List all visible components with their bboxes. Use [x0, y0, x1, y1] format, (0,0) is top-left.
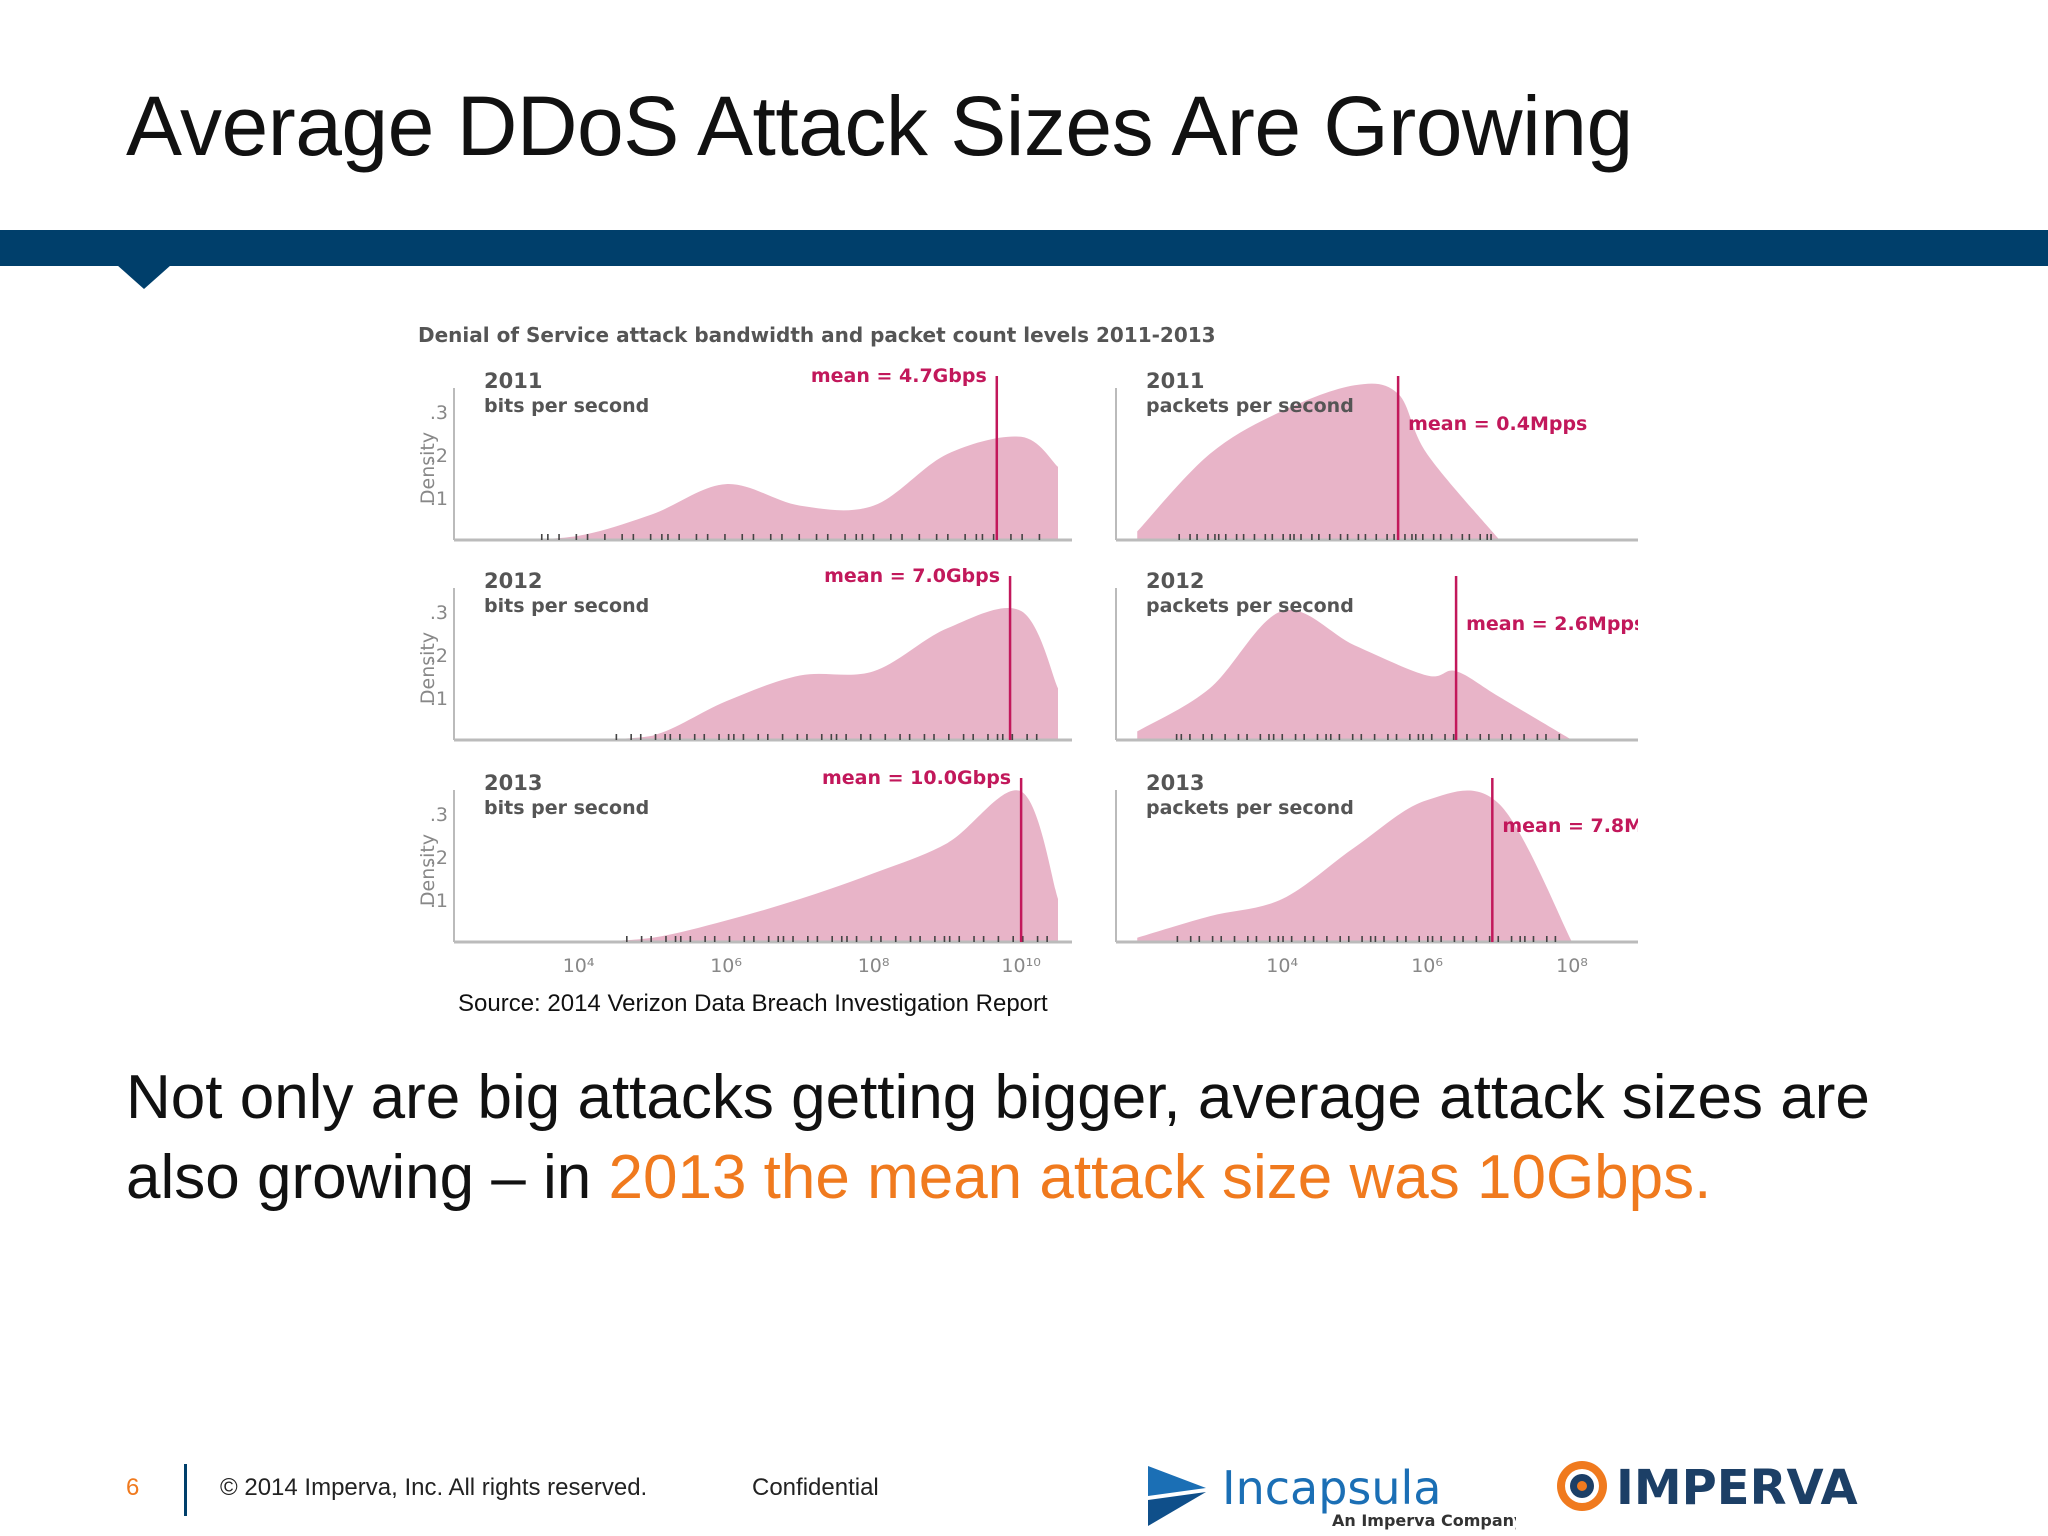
panel-year: 2011	[1146, 369, 1204, 393]
panel-metric: bits per second	[484, 797, 649, 819]
density-area-2011-pps	[1137, 383, 1500, 540]
panel-metric: bits per second	[484, 595, 649, 617]
panel-metric: packets per second	[1146, 595, 1354, 617]
incapsula-tagline: An Imperva Company	[1332, 1511, 1516, 1530]
mean-label: mean = 7.0Gbps	[824, 565, 1000, 587]
imperva-wordmark: IMPERVA	[1616, 1460, 1858, 1516]
incapsula-mark-icon	[1148, 1466, 1206, 1496]
body-text-highlight: 2013 the mean attack size was 10Gbps.	[608, 1143, 1712, 1212]
page-number: 6	[126, 1474, 140, 1501]
panel-metric: bits per second	[484, 395, 649, 417]
confidential-label: Confidential	[752, 1474, 879, 1501]
x-tick-label-bps: 10⁸	[858, 955, 890, 977]
header-band	[0, 230, 2048, 266]
chart-title: Denial of Service attack bandwidth and p…	[418, 323, 1216, 347]
y-axis-label: Density	[417, 632, 439, 704]
mean-label: mean = 4.7Gbps	[811, 365, 987, 387]
footer-separator	[184, 1464, 187, 1516]
y-tick-label: .3	[430, 602, 448, 624]
mean-label: mean = 2.6Mpps	[1466, 613, 1638, 635]
panel-metric: packets per second	[1146, 797, 1354, 819]
slide-title: Average DDoS Attack Sizes Are Growing	[126, 79, 1633, 173]
panel-year: 2011	[484, 369, 542, 393]
x-tick-label-bps: 10¹⁰	[1001, 955, 1040, 977]
y-tick-label: .1	[430, 488, 448, 510]
density-area-2012-pps	[1137, 609, 1573, 740]
y-tick-label: .2	[430, 847, 448, 869]
panel-year: 2013	[484, 771, 542, 795]
header-notch	[117, 265, 171, 289]
imperva-logo: IMPERVA	[1552, 1460, 1922, 1530]
density-chart: Denial of Service attack bandwidth and p…	[408, 316, 1682, 996]
x-tick-label-bps: 10⁶	[710, 955, 742, 977]
x-tick-label-bps: 10⁴	[563, 955, 595, 977]
footer: 6 © 2014 Imperva, Inc. All rights reserv…	[0, 1460, 2048, 1530]
x-tick-label-pps: 10⁶	[1411, 955, 1443, 977]
y-tick-label: .1	[430, 890, 448, 912]
chart-source: Source: 2014 Verizon Data Breach Investi…	[458, 990, 1048, 1017]
panel-year: 2012	[1146, 569, 1204, 593]
x-tick-label-pps: 10⁸	[1556, 955, 1588, 977]
incapsula-logo: Incapsula An Imperva Company	[1146, 1460, 1525, 1530]
density-chart-svg: Denial of Service attack bandwidth and p…	[417, 323, 1682, 977]
density-area-2013-bps	[578, 790, 1058, 942]
density-area-2012-bps	[578, 607, 1058, 740]
x-tick-label-pps: 10⁴	[1266, 955, 1298, 977]
mean-label: mean = 0.4Mpps	[1408, 413, 1587, 435]
y-tick-label: .2	[430, 445, 448, 467]
y-tick-label: .3	[430, 804, 448, 826]
body-text-plain: Not only are big attacks getting bigger,…	[126, 1063, 1870, 1212]
panel-year: 2012	[484, 569, 542, 593]
panel-year: 2013	[1146, 771, 1204, 795]
y-axis-label: Density	[417, 432, 439, 504]
y-tick-label: .1	[430, 688, 448, 710]
mean-label: mean = 10.0Gbps	[822, 767, 1011, 789]
density-area-2011-bps	[504, 436, 1058, 540]
copyright-text: © 2014 Imperva, Inc. All rights reserved…	[220, 1474, 648, 1501]
panel-metric: packets per second	[1146, 395, 1354, 417]
y-tick-label: .2	[430, 645, 448, 667]
y-axis-label: Density	[417, 834, 439, 906]
incapsula-mark-lower-icon	[1148, 1492, 1206, 1526]
y-tick-label: .3	[430, 402, 448, 424]
incapsula-wordmark: Incapsula	[1222, 1461, 1442, 1515]
density-area-2013-pps	[1137, 790, 1573, 942]
mean-label: mean = 7.8Mpps	[1502, 815, 1638, 837]
body-paragraph: Not only are big attacks getting bigger,…	[126, 1058, 1986, 1218]
